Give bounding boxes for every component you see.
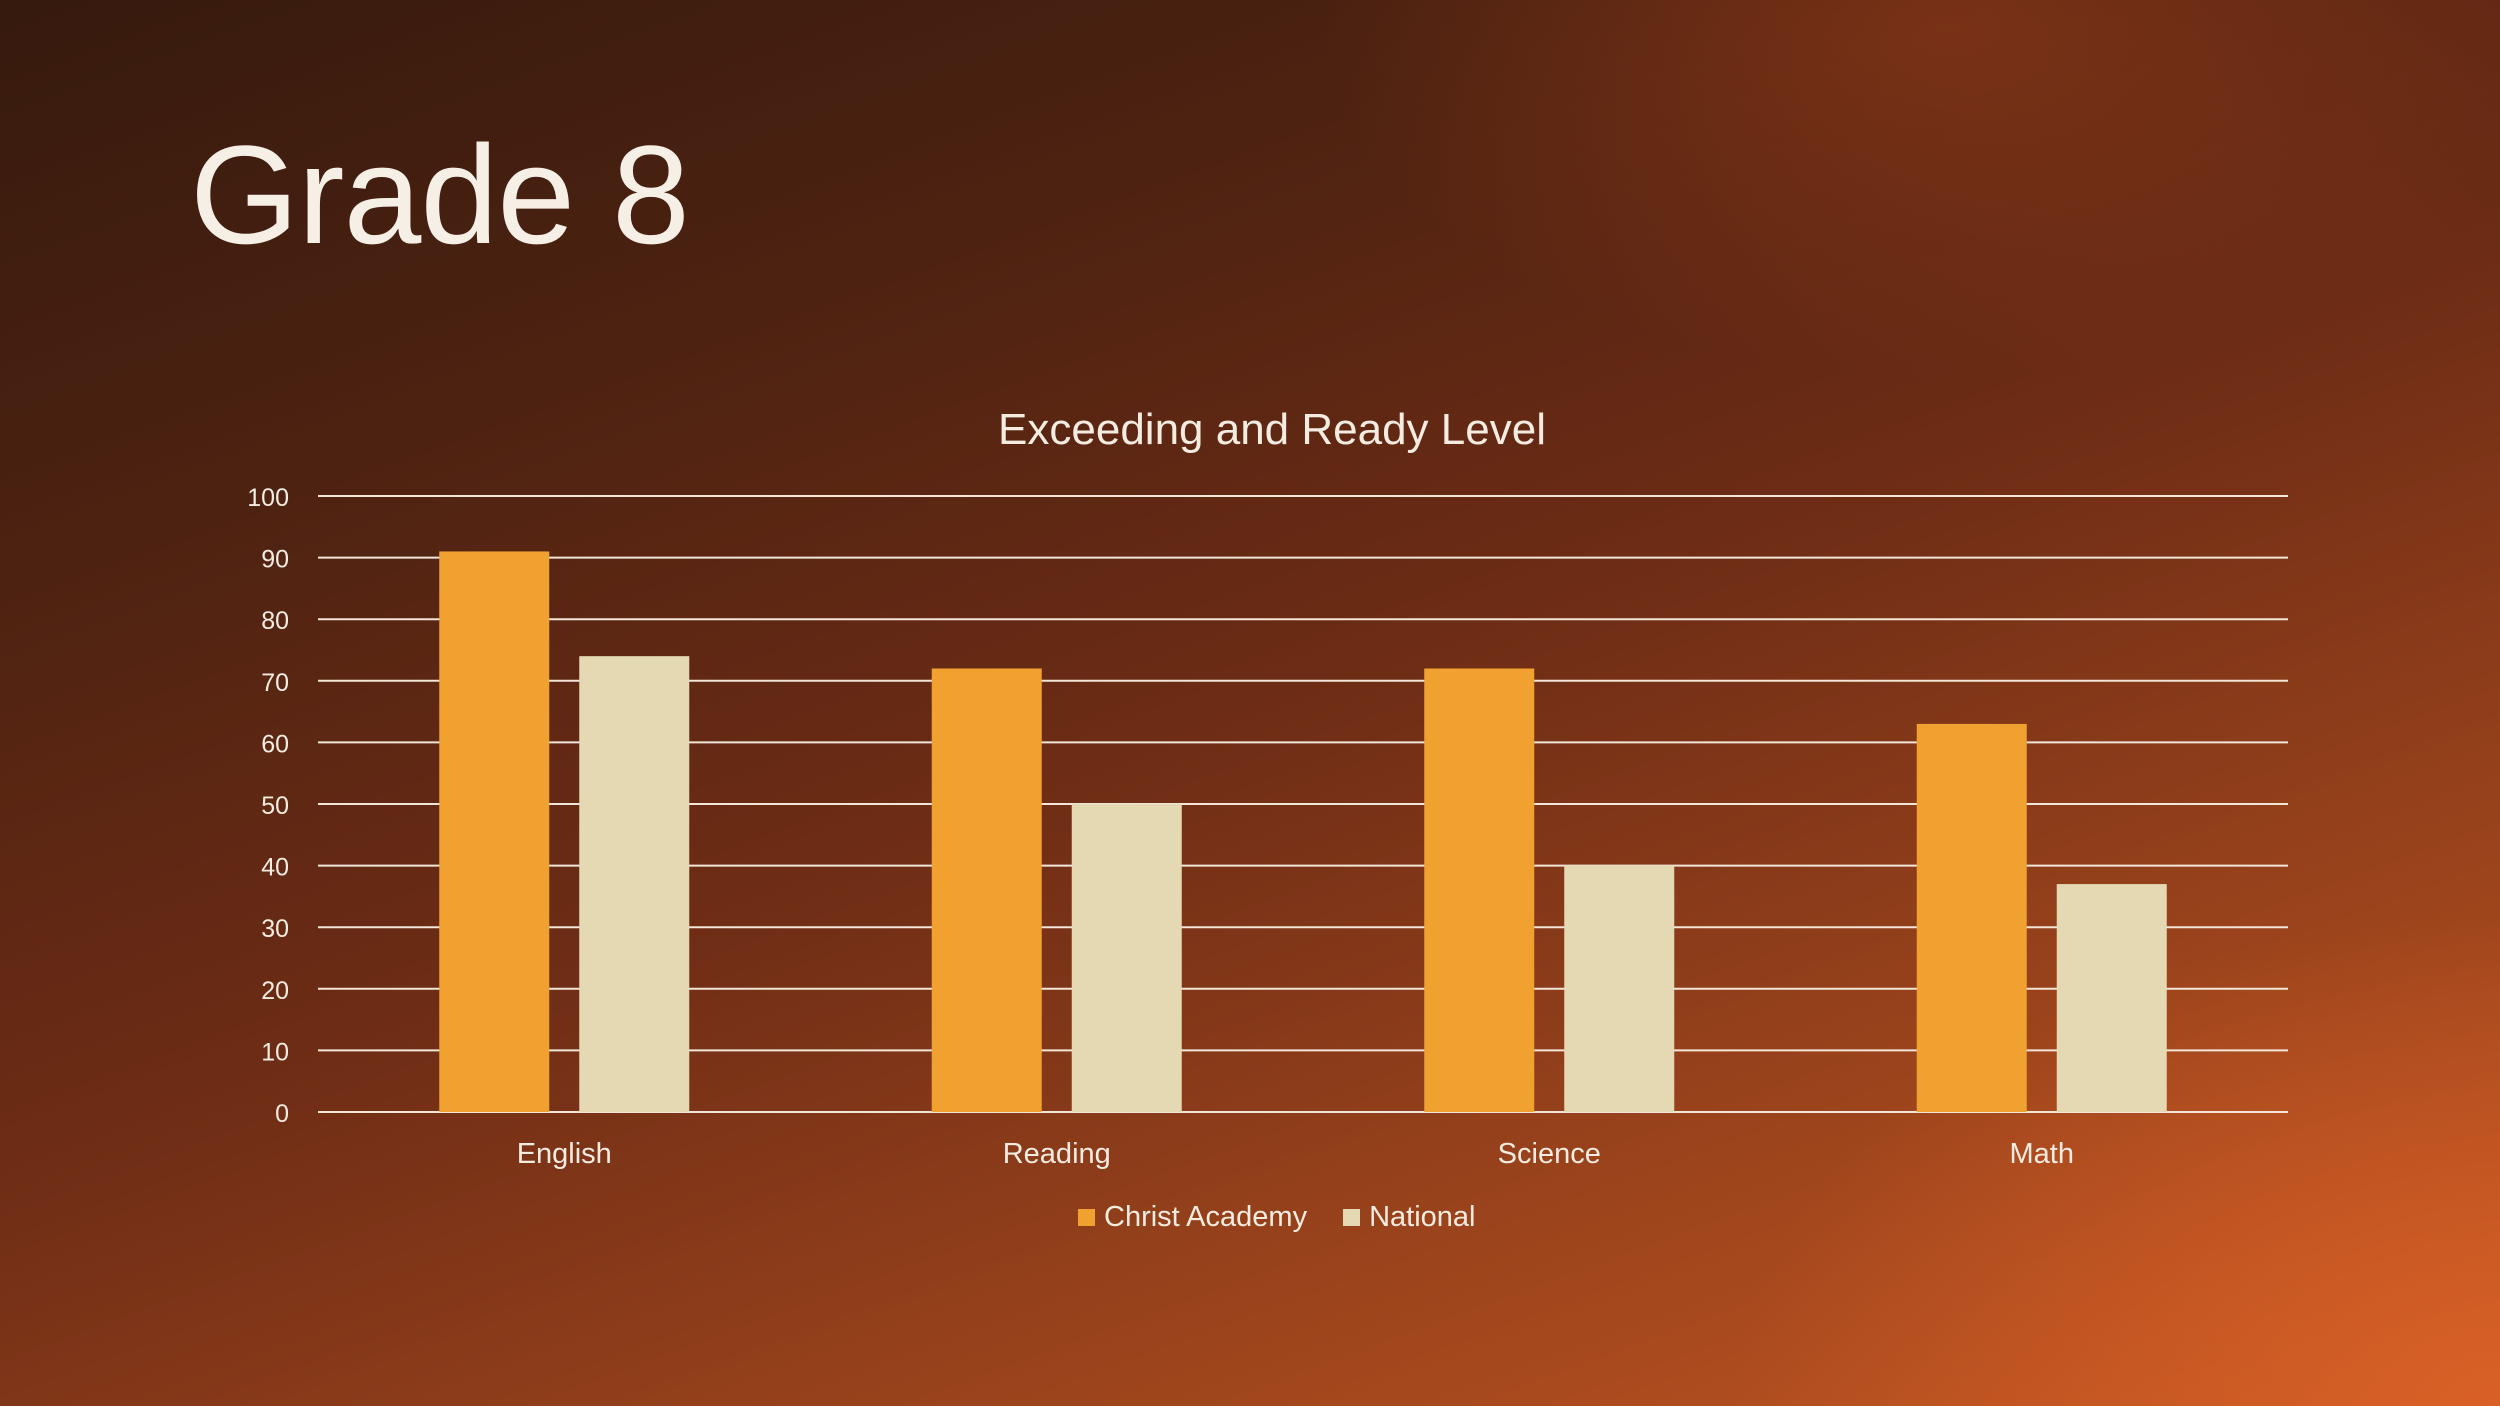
x-category-label: Reading (1003, 1138, 1111, 1170)
legend-label-national: National (1369, 1201, 1476, 1233)
legend-swatch-national (1343, 1209, 1361, 1226)
x-category-label: English (517, 1138, 612, 1170)
bar-christ-academy-reading (931, 668, 1042, 1112)
x-axis-category-labels: English Reading Science Math (517, 1138, 2074, 1170)
y-tick-label: 40 (261, 854, 289, 882)
legend-item-national: National (1343, 1201, 1475, 1234)
y-axis-tick-labels: 0 10 20 30 40 50 60 70 80 90 100 (247, 484, 289, 1128)
bar-christ-academy-math (1916, 723, 2027, 1112)
legend-item-christ-academy: Christ Academy (1078, 1201, 1307, 1234)
legend-swatch-christ-academy (1078, 1209, 1095, 1226)
bar-national-reading (1071, 804, 1182, 1112)
bar-national-math (2056, 884, 2167, 1112)
y-tick-label: 100 (247, 484, 289, 512)
y-tick-label: 30 (261, 915, 289, 943)
legend-label-christ-academy: Christ Academy (1104, 1201, 1308, 1233)
y-tick-label: 50 (261, 792, 289, 820)
chart-title: Exceeding and Ready Level (998, 405, 1546, 454)
bars (439, 551, 2167, 1112)
bar-national-english (579, 656, 690, 1112)
y-tick-label: 60 (261, 730, 289, 758)
slide-title: Grade 8 (190, 116, 690, 273)
bar-christ-academy-science (1424, 668, 1535, 1112)
bar-national-science (1564, 865, 1675, 1112)
x-category-label: Math (2010, 1138, 2074, 1170)
y-tick-label: 20 (261, 977, 289, 1005)
y-tick-label: 90 (261, 546, 289, 574)
chart-legend: Christ Academy National (1078, 1201, 1511, 1234)
bar-christ-academy-english (439, 551, 550, 1112)
y-tick-label: 0 (275, 1100, 289, 1128)
y-tick-label: 80 (261, 607, 289, 635)
y-tick-label: 70 (261, 669, 289, 697)
y-tick-label: 10 (261, 1038, 289, 1066)
x-category-label: Science (1498, 1138, 1601, 1170)
